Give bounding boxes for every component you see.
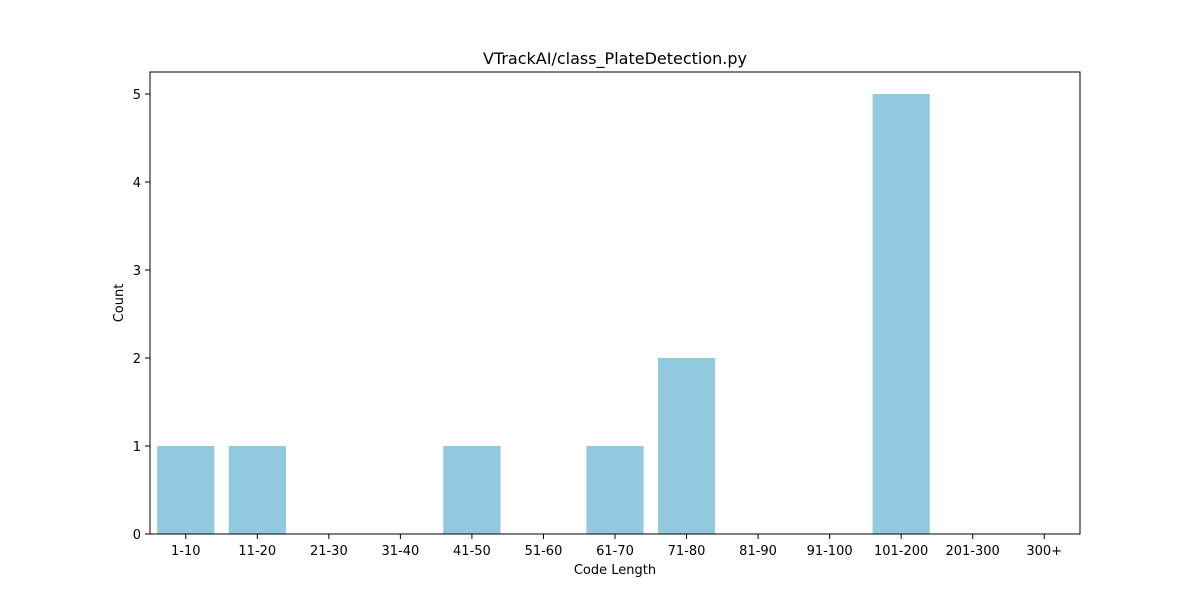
- bar-101-200: [872, 94, 930, 534]
- bar-71-80: [657, 358, 716, 534]
- plot-frame: [149, 71, 1081, 535]
- y-tick-label: 0: [133, 528, 141, 543]
- x-axis-ticks: 1-10 11-20 21-30 31-40 41-50 51-60 61-70 71-80 8…: [171, 534, 1062, 559]
- x-tick-label: 61-70: [596, 544, 634, 559]
- y-tick-label: 3: [133, 264, 141, 279]
- x-axis-label: Code Length: [574, 563, 656, 578]
- y-axis-ticks: 0 1 2 3 4 5: [133, 88, 150, 543]
- y-tick-label: 5: [133, 88, 141, 103]
- x-tick-label: 71-80: [668, 544, 706, 559]
- x-tick-label: 101-200: [874, 544, 928, 559]
- bar-11-20: [228, 446, 286, 534]
- y-tick-label: 2: [133, 352, 141, 367]
- y-axis-label: Count: [112, 284, 127, 323]
- x-tick-label: 11-20: [238, 544, 276, 559]
- bars-group: [157, 94, 930, 534]
- chart-title: VTrackAI/class_PlateDetection.py: [483, 49, 747, 69]
- y-tick-label: 1: [133, 440, 141, 455]
- x-tick-label: 1-10: [171, 544, 201, 559]
- x-tick-label: 300+: [1026, 544, 1062, 559]
- x-tick-label: 31-40: [381, 544, 419, 559]
- y-tick-label: 4: [133, 176, 141, 191]
- bar-41-50: [443, 446, 501, 534]
- x-tick-label: 41-50: [453, 544, 491, 559]
- x-tick-label: 51-60: [525, 544, 563, 559]
- x-tick-label: 81-90: [739, 544, 777, 559]
- bar-1-10: [157, 446, 215, 534]
- x-tick-label: 21-30: [310, 544, 348, 559]
- x-tick-label: 91-100: [807, 544, 853, 559]
- x-tick-label: 201-300: [946, 544, 1000, 559]
- bar-61-70: [586, 446, 644, 534]
